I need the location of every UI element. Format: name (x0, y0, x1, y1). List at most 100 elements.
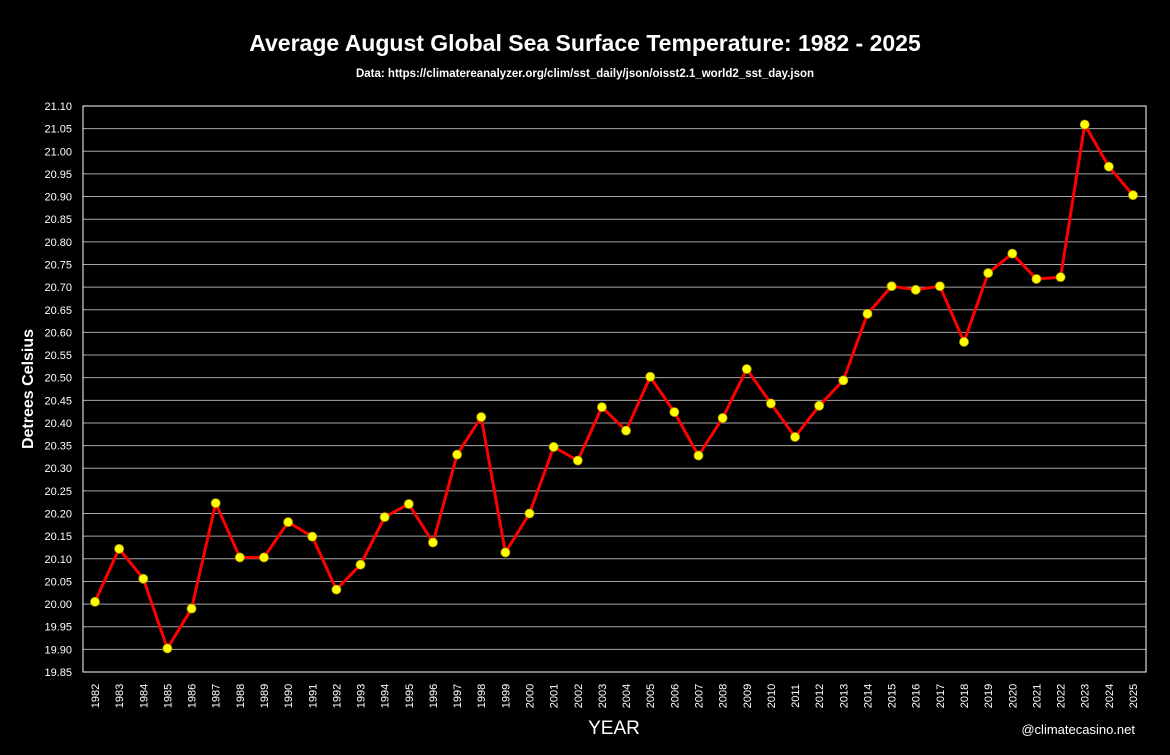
y-tick-label: 20.65 (44, 305, 72, 317)
x-tick-label: 2015 (887, 684, 899, 708)
data-point-2010 (766, 398, 776, 409)
y-tick-label: 21.05 (44, 124, 72, 136)
x-tick-label: 2004 (621, 684, 633, 708)
data-point-1985 (162, 643, 173, 654)
x-tick-label: 1992 (331, 684, 343, 708)
data-point-2000 (524, 508, 535, 519)
data-point-1992 (331, 584, 342, 595)
x-tick-label: 2000 (525, 684, 537, 708)
data-point-1997 (452, 449, 462, 460)
y-tick-label: 20.45 (44, 395, 72, 407)
y-tick-label: 20.85 (44, 214, 72, 226)
y-tick-label: 19.85 (44, 667, 72, 679)
data-point-2003 (597, 402, 607, 413)
x-tick-label: 2018 (959, 684, 971, 708)
x-tick-label: 1999 (500, 684, 512, 708)
x-tick-label: 1997 (452, 684, 464, 708)
data-point-2022 (1055, 272, 1066, 283)
x-tick-label: 1984 (138, 684, 150, 708)
y-tick-label: 20.40 (44, 418, 72, 430)
data-point-1984 (138, 573, 149, 584)
data-point-1996 (428, 537, 438, 548)
y-tick-label: 20.50 (44, 373, 72, 385)
data-point-2012 (814, 400, 825, 411)
x-tick-label: 2012 (814, 684, 826, 708)
x-tick-label: 2003 (597, 684, 609, 708)
data-point-1988 (234, 552, 245, 563)
x-tick-label: 1987 (211, 684, 223, 708)
data-point-1986 (186, 603, 197, 614)
x-tick-label: 1989 (259, 684, 271, 708)
data-points (90, 119, 1138, 654)
data-point-2009 (741, 364, 752, 374)
x-tick-label: 2024 (1104, 684, 1116, 708)
x-tick-label: 1982 (90, 684, 102, 708)
data-point-2024 (1103, 161, 1114, 172)
x-tick-label: 2006 (669, 684, 681, 708)
data-point-2016 (910, 284, 921, 295)
x-tick-label: 2008 (718, 684, 730, 708)
data-point-2014 (862, 308, 873, 319)
x-tick-label: 1995 (404, 684, 416, 708)
watermark: @climatecasino.net (1021, 722, 1135, 737)
data-point-1998 (476, 412, 487, 422)
data-point-2020 (1007, 248, 1018, 259)
x-axis-ticks: 1982 1983 1984 1985 1986 1987 1988 1989 1990 1991… (90, 684, 1140, 708)
x-tick-label: 2022 (1056, 684, 1068, 708)
data-point-1987 (210, 498, 221, 509)
x-tick-label: 2021 (1031, 684, 1043, 708)
x-tick-label: 1983 (114, 684, 126, 708)
x-tick-label: 1985 (162, 684, 174, 708)
x-tick-label: 2025 (1128, 684, 1140, 708)
x-tick-label: 2019 (983, 684, 995, 708)
x-tick-label: 2009 (742, 684, 754, 708)
y-tick-label: 20.15 (44, 531, 72, 543)
y-tick-label: 20.05 (44, 576, 72, 588)
data-point-2017 (934, 281, 945, 292)
data-point-1989 (259, 552, 269, 563)
data-point-2013 (838, 375, 849, 386)
x-tick-label: 2005 (645, 684, 657, 708)
y-tick-label: 21.00 (44, 146, 72, 158)
x-tick-label: 2017 (935, 684, 947, 708)
data-point-2002 (572, 455, 583, 466)
x-tick-label: 2016 (911, 684, 923, 708)
plot-area-border (82, 105, 1147, 673)
x-tick-label: 2007 (693, 684, 705, 708)
y-axis-ticks: 19.85 19.90 19.95 20.00 20.05 20.10 20.15 20.20… (44, 101, 72, 679)
x-tick-label: 2010 (766, 684, 778, 708)
data-point-2004 (621, 425, 631, 436)
y-tick-label: 20.60 (44, 327, 72, 339)
data-point-1993 (355, 559, 366, 570)
data-point-2019 (983, 268, 994, 278)
data-point-1983 (114, 543, 125, 554)
y-tick-label: 20.55 (44, 350, 72, 362)
y-tick-label: 20.35 (44, 441, 72, 453)
x-tick-label: 1986 (187, 684, 199, 708)
x-tick-label: 1990 (283, 684, 295, 708)
y-tick-label: 20.75 (44, 259, 72, 271)
chart-title: Average August Global Sea Surface Temper… (249, 30, 921, 56)
data-point-2005 (645, 371, 656, 382)
data-point-2007 (693, 450, 704, 461)
y-axis-title: Detrees Celsius (20, 329, 37, 449)
data-point-1995 (403, 499, 414, 509)
data-point-2025 (1128, 190, 1138, 201)
data-point-2006 (669, 407, 680, 417)
data-point-1994 (379, 512, 390, 523)
x-tick-label: 1998 (476, 684, 488, 708)
data-point-1999 (500, 547, 511, 558)
y-tick-label: 19.90 (44, 644, 72, 656)
data-point-2023 (1079, 119, 1090, 130)
y-tick-label: 20.30 (44, 463, 72, 475)
x-tick-label: 1994 (380, 684, 392, 708)
x-tick-label: 1988 (235, 684, 247, 708)
x-tick-label: 2002 (573, 684, 585, 708)
y-tick-label: 19.95 (44, 622, 72, 634)
chart-subtitle: Data: https://climatereanalyzer.org/clim… (355, 68, 815, 80)
x-tick-label: 2023 (1080, 684, 1092, 708)
y-tick-label: 20.80 (44, 237, 72, 249)
x-tick-label: 1991 (307, 684, 319, 708)
x-tick-label: 1996 (428, 684, 440, 708)
